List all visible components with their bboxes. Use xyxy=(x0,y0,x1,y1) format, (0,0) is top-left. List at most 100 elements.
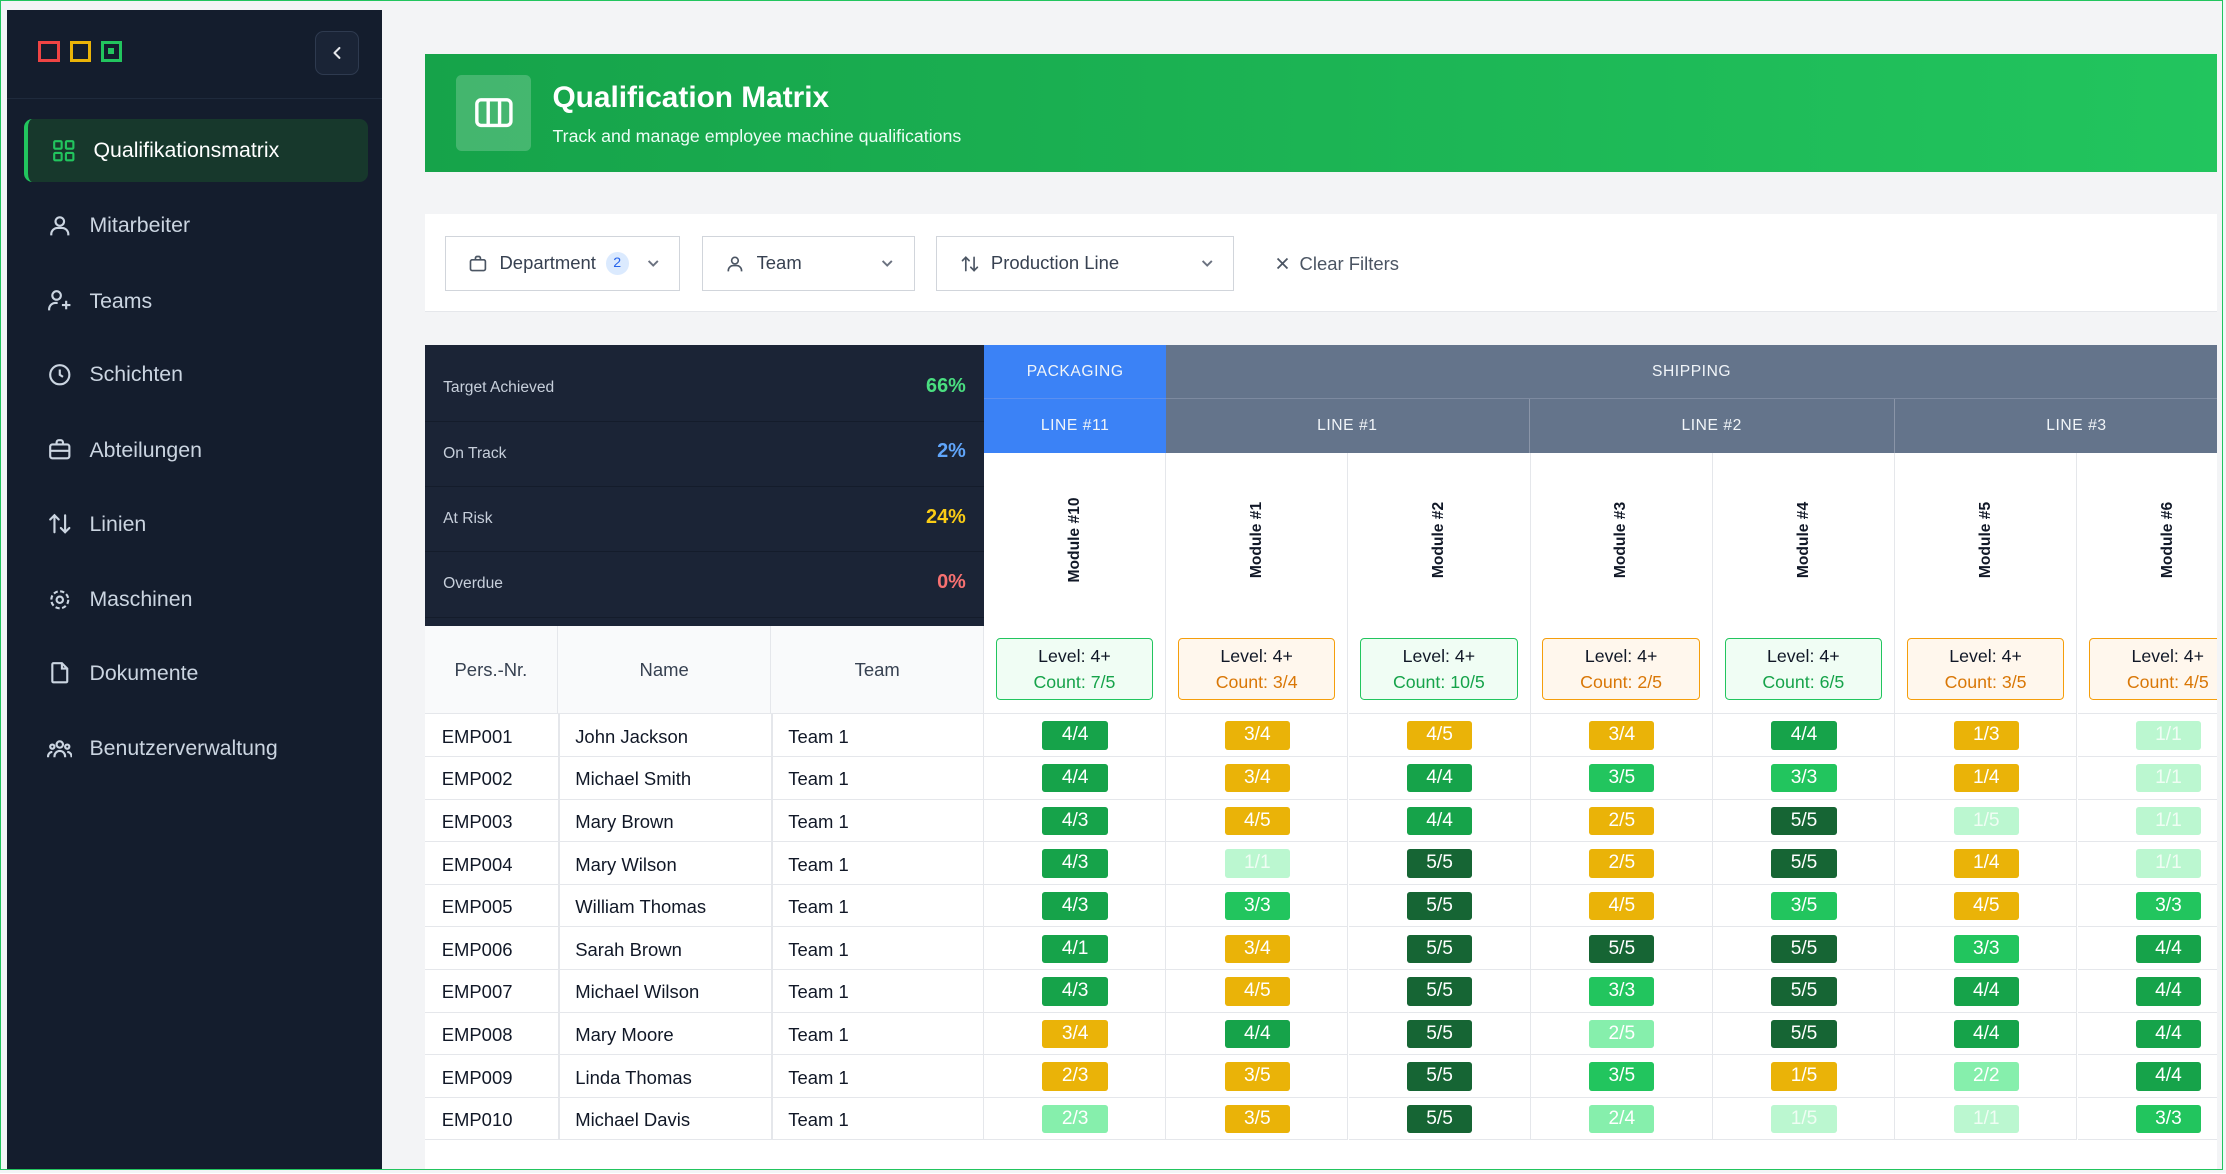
qualification-cell[interactable]: 3/3 xyxy=(1895,927,2078,971)
qualification-cell[interactable]: 4/4 xyxy=(984,714,1167,757)
qualification-cell[interactable]: 3/4 xyxy=(1166,714,1349,757)
qualification-cell[interactable]: 5/5 xyxy=(1713,842,1895,885)
qualification-cell[interactable]: 5/5 xyxy=(1348,927,1531,971)
qualification-cell[interactable]: 4/4 xyxy=(1166,1012,1349,1056)
column-header-team[interactable]: Team xyxy=(771,626,985,715)
qualification-cell[interactable]: 3/5 xyxy=(1713,884,1895,928)
qualification-cell[interactable]: 1/3 xyxy=(1895,714,2078,757)
table-row[interactable]: EMP002 Michael Smith Team 1 xyxy=(424,757,985,800)
qualification-cell[interactable]: 4/4 xyxy=(1348,757,1531,800)
qualification-cell[interactable]: 4/3 xyxy=(984,884,1167,928)
qualification-cell[interactable]: 5/5 xyxy=(1713,970,1895,1013)
qualification-cell[interactable]: 3/3 xyxy=(2077,1097,2218,1141)
qualification-cell[interactable]: 2/5 xyxy=(1530,799,1713,843)
sidebar-item-dokumente[interactable]: Dokumente xyxy=(24,642,368,704)
qualification-cell[interactable]: 1/1 xyxy=(1895,1097,2078,1141)
qualification-cell[interactable]: 2/2 xyxy=(1895,1055,2078,1098)
qualification-cell[interactable]: 5/5 xyxy=(1713,927,1895,971)
qualification-cell[interactable]: 2/3 xyxy=(984,1097,1167,1141)
table-row[interactable]: EMP009 Linda Thomas Team 1 xyxy=(424,1055,985,1098)
qualification-cell[interactable]: 2/3 xyxy=(984,1055,1167,1098)
level-requirement-card[interactable]: Level: 4+ Count: 2/5 xyxy=(1542,637,1700,701)
qualification-cell[interactable]: 4/4 xyxy=(1348,799,1531,843)
qualification-cell[interactable]: 3/5 xyxy=(1166,1055,1349,1098)
qualification-cell[interactable]: 3/3 xyxy=(1166,884,1349,928)
sidebar-item-linien[interactable]: Linien xyxy=(24,493,368,555)
qualification-cell[interactable]: 1/1 xyxy=(2077,714,2218,757)
table-row[interactable]: EMP007 Michael Wilson Team 1 xyxy=(424,970,985,1013)
qualification-cell[interactable]: 2/5 xyxy=(1530,842,1713,885)
qualification-cell[interactable]: 1/4 xyxy=(1895,757,2078,800)
qualification-cell[interactable]: 3/5 xyxy=(1530,757,1713,800)
level-requirement-card[interactable]: Level: 4+ Count: 6/5 xyxy=(1724,637,1883,701)
qualification-cell[interactable]: 3/3 xyxy=(1713,757,1895,800)
qualification-cell[interactable]: 4/4 xyxy=(1895,1012,2078,1056)
qualification-cell[interactable]: 3/3 xyxy=(2077,884,2218,928)
qualification-cell[interactable]: 3/4 xyxy=(1166,757,1349,800)
qualification-cell[interactable]: 3/5 xyxy=(1166,1097,1349,1141)
level-requirement-card[interactable]: Level: 4+ Count: 3/5 xyxy=(1906,637,2065,701)
qualification-cell[interactable]: 4/4 xyxy=(2077,1012,2218,1056)
column-header-name[interactable]: Name xyxy=(558,626,772,715)
qualification-cell[interactable]: 4/4 xyxy=(2077,1055,2218,1098)
level-requirement-card[interactable]: Level: 4+ Count: 4/5 xyxy=(2088,637,2218,701)
qualification-cell[interactable]: 5/5 xyxy=(1713,799,1895,843)
qualification-cell[interactable]: 1/1 xyxy=(2077,842,2218,885)
sidebar-item-abteilungen[interactable]: Abteilungen xyxy=(24,419,368,481)
qualification-cell[interactable]: 1/5 xyxy=(1713,1055,1895,1098)
table-row[interactable]: EMP005 William Thomas Team 1 xyxy=(424,884,985,928)
qualification-cell[interactable]: 5/5 xyxy=(1348,884,1531,928)
qualification-cell[interactable]: 4/5 xyxy=(1895,884,2078,928)
qualification-cell[interactable]: 1/4 xyxy=(1895,842,2078,885)
qualification-cell[interactable]: 5/5 xyxy=(1348,1097,1531,1141)
qualification-cell[interactable]: 4/4 xyxy=(2077,970,2218,1013)
column-header-pers-nr[interactable]: Pers.-Nr. xyxy=(424,626,559,715)
qualification-cell[interactable]: 1/1 xyxy=(1166,842,1349,885)
team-filter[interactable]: Team xyxy=(701,235,915,292)
qualification-cell[interactable]: 4/4 xyxy=(984,757,1167,800)
qualification-cell[interactable]: 1/1 xyxy=(2077,757,2218,800)
qualification-cell[interactable]: 1/5 xyxy=(1713,1097,1895,1141)
qualification-cell[interactable]: 5/5 xyxy=(1348,842,1531,885)
qualification-cell[interactable]: 5/5 xyxy=(1348,1055,1531,1098)
table-row[interactable]: EMP004 Mary Wilson Team 1 xyxy=(424,842,985,885)
table-row[interactable]: EMP010 Michael Davis Team 1 xyxy=(424,1097,985,1141)
sidebar-collapse-button[interactable] xyxy=(315,31,360,76)
qualification-cell[interactable]: 4/4 xyxy=(1895,970,2078,1013)
qualification-cell[interactable]: 3/3 xyxy=(1530,970,1713,1013)
table-row[interactable]: EMP006 Sarah Brown Team 1 xyxy=(424,927,985,971)
level-requirement-card[interactable]: Level: 4+ Count: 3/4 xyxy=(1177,637,1336,701)
qualification-cell[interactable]: 4/3 xyxy=(984,842,1167,885)
qualification-cell[interactable]: 1/1 xyxy=(2077,799,2218,843)
qualification-cell[interactable]: 4/3 xyxy=(984,799,1167,843)
qualification-cell[interactable]: 5/5 xyxy=(1348,1012,1531,1056)
qualification-cell[interactable]: 4/5 xyxy=(1530,884,1713,928)
sidebar-item-benutzerverwaltung[interactable]: Benutzerverwaltung xyxy=(24,717,368,779)
qualification-cell[interactable]: 3/5 xyxy=(1530,1055,1713,1098)
sidebar-item-teams[interactable]: Teams xyxy=(24,270,368,332)
table-row[interactable]: EMP001 John Jackson Team 1 xyxy=(424,714,985,757)
qualification-cell[interactable]: 4/4 xyxy=(1713,714,1895,757)
qualification-cell[interactable]: 2/5 xyxy=(1530,1012,1713,1056)
department-filter[interactable]: Department 2 xyxy=(444,235,681,292)
level-requirement-card[interactable]: Level: 4+ Count: 10/5 xyxy=(1360,637,1518,701)
qualification-cell[interactable]: 5/5 xyxy=(1348,970,1531,1013)
qualification-cell[interactable]: 2/4 xyxy=(1530,1097,1713,1141)
sidebar-item-qualifikationsmatrix[interactable]: Qualifikationsmatrix xyxy=(24,119,368,182)
qualification-cell[interactable]: 3/4 xyxy=(984,1012,1167,1056)
table-row[interactable]: EMP003 Mary Brown Team 1 xyxy=(424,799,985,843)
qualification-cell[interactable]: 4/3 xyxy=(984,970,1167,1013)
table-row[interactable]: EMP008 Mary Moore Team 1 xyxy=(424,1012,985,1056)
level-requirement-card[interactable]: Level: 4+ Count: 7/5 xyxy=(995,637,1154,701)
sidebar-item-mitarbeiter[interactable]: Mitarbeiter xyxy=(24,195,368,257)
qualification-cell[interactable]: 3/4 xyxy=(1530,714,1713,757)
qualification-cell[interactable]: 4/1 xyxy=(984,927,1167,971)
production-line-filter[interactable]: Production Line xyxy=(935,235,1235,292)
sidebar-item-maschinen[interactable]: Maschinen xyxy=(24,568,368,630)
sidebar-item-schichten[interactable]: Schichten xyxy=(24,344,368,406)
clear-filters-button[interactable]: Clear Filters xyxy=(1274,253,1399,275)
qualification-cell[interactable]: 4/5 xyxy=(1166,799,1349,843)
qualification-cell[interactable]: 1/5 xyxy=(1895,799,2078,843)
qualification-cell[interactable]: 3/4 xyxy=(1166,927,1349,971)
qualification-cell[interactable]: 4/5 xyxy=(1166,970,1349,1013)
